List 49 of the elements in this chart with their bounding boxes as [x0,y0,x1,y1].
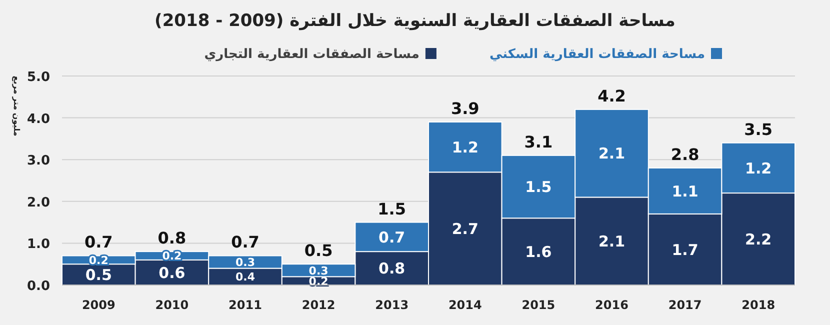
data-label: 0.2 [162,250,182,263]
x-tick-label: 2016 [595,298,628,312]
data-label: 0.8 [378,260,406,278]
data-label: 1.1 [672,182,698,200]
y-tick-label: 0.0 [26,279,50,294]
total-label: 0.8 [158,228,186,248]
total-label: 3.1 [524,132,553,152]
y-axis-title: مليون متر مربع [12,76,21,136]
data-label: 1.7 [672,240,698,259]
data-label: 1.2 [745,159,772,178]
data-label: 0.3 [308,264,328,278]
data-label: 2.1 [598,144,626,163]
x-tick-label: 2010 [155,298,189,312]
total-label: 0.5 [304,241,333,260]
data-label: 0.2 [88,254,108,267]
x-tick-label: 2011 [228,298,262,312]
y-tick-label: 2.0 [26,195,50,210]
data-label: 2.7 [452,220,478,238]
y-tick-label: 4.0 [26,112,50,127]
data-label: 2.2 [745,230,772,248]
data-label: 0.7 [378,228,406,246]
x-tick-label: 2014 [448,298,482,312]
chart-title: مساحة الصفقات العقارية السنوية خلال الفترة (2009 - 2018) [154,11,676,31]
x-tick-label: 2015 [522,298,556,312]
total-label: 0.7 [84,232,113,252]
x-tick-label: 2009 [82,298,116,312]
data-label: 0.5 [85,266,112,284]
data-label: 0.6 [158,264,186,282]
data-label: 1.5 [525,178,552,196]
data-label: 1.2 [452,138,478,156]
y-tick-label: 1.0 [26,237,50,252]
total-label: 3.5 [744,120,773,139]
x-tick-label: 2017 [668,298,702,312]
total-label: 2.8 [670,144,700,164]
x-tick-label: 2018 [742,298,776,312]
total-label: 4.2 [598,86,626,106]
legend-label: مساحة الصفقات العقارية التجاري [204,47,420,62]
y-tick-label: 3.0 [26,154,50,169]
x-tick-label: 2012 [302,298,336,312]
x-tick-label: 2013 [375,298,409,312]
total-label: 1.5 [378,199,406,218]
legend-label: مساحة الصفقات العقارية السكني [489,47,705,62]
data-label: 1.6 [525,242,552,261]
data-label: 2.1 [598,232,626,251]
total-label: 3.9 [450,98,480,118]
data-label: 0.3 [236,256,255,269]
total-label: 0.7 [231,232,260,252]
data-label: 0.4 [236,270,256,284]
y-tick-label: 5.0 [26,70,50,85]
